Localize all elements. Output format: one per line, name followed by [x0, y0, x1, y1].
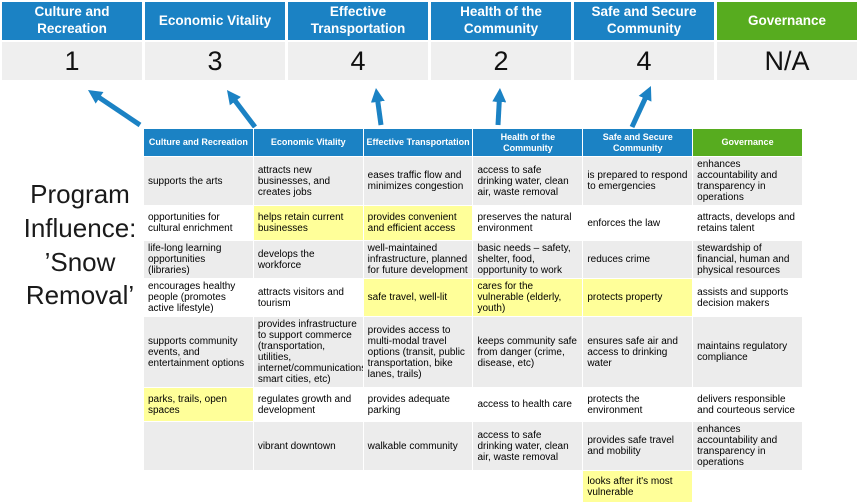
matrix-header-row: Culture and Recreation Economic Vitality E…: [144, 129, 802, 156]
matrix-cell-r2-c1: opportunities for cultural enrichment: [144, 206, 253, 240]
matrix-cell-r4-c3: safe travel, well-lit: [363, 279, 473, 316]
matrix-row-1: supports the arts attracts new businesses…: [144, 157, 802, 205]
arrow-up-icon-5: [629, 86, 652, 129]
scorecard-column-health-of-the-community: Health of the Community 2: [431, 2, 571, 80]
scorecard-column-governance: Governance N/A: [717, 2, 857, 80]
matrix-cell-r7-c6: enhances accountability and transparency…: [693, 422, 802, 470]
matrix-row-3: life-long learning opportunities (librar…: [144, 241, 802, 278]
matrix-cell-r3-c2: develops the workforce: [253, 241, 363, 278]
matrix-cell-r4-c1: encourages healthy people (promotes acti…: [144, 279, 253, 316]
matrix-cell-r2-c2: helps retain current businesses: [253, 206, 363, 240]
scorecard-score-culture-and-recreation: 1: [2, 42, 142, 80]
matrix-cell-r3-c4: basic needs – safety, shelter, food, opp…: [473, 241, 583, 278]
scorecard-column-safe-and-secure-community: Safe and Secure Community 4: [574, 2, 714, 80]
matrix-cell-r8-c3: [363, 471, 473, 502]
matrix-cell-r7-c5: provides safe travel and mobility: [583, 422, 693, 470]
matrix-cell-r6-c3: provides adequate parking: [363, 388, 473, 421]
matrix-cell-r3-c1: life-long learning opportunities (librar…: [144, 241, 253, 278]
matrix-cell-r1-c6: enhances accountability and transparency…: [693, 157, 802, 205]
matrix-cell-r8-c2: [253, 471, 363, 502]
matrix-header-health-of-the-community: Health of the Community: [473, 129, 583, 156]
matrix-cell-r8-c4: [473, 471, 583, 502]
matrix-header-economic-vitality: Economic Vitality: [253, 129, 363, 156]
matrix-row-2: opportunities for cultural enrichment hel…: [144, 206, 802, 240]
matrix-cell-r3-c5: reduces crime: [583, 241, 693, 278]
matrix-cell-r3-c6: stewardship of financial, human and phys…: [693, 241, 802, 278]
scorecard-header-governance: Governance: [717, 2, 857, 40]
program-influence-label: Program Influence: ’Snow Removal’: [23, 179, 137, 311]
matrix-cell-r5-c4: keeps community safe from danger (crime,…: [473, 317, 583, 387]
matrix-header-effective-transportation: Effective Transportation: [363, 129, 473, 156]
matrix-row-7: vibrant downtown walkable community access…: [144, 422, 802, 470]
matrix-cell-r2-c3: provides convenient and efficient access: [363, 206, 473, 240]
matrix-cell-r2-c5: enforces the law: [583, 206, 693, 240]
matrix-cell-r6-c4: access to health care: [473, 388, 583, 421]
matrix-cell-r4-c5: protects property: [583, 279, 693, 316]
matrix-cell-r5-c3: provides access to multi-modal travel op…: [363, 317, 473, 387]
matrix-row-8: looks after it's most vulnerable: [144, 471, 802, 502]
matrix-cell-r7-c4: access to safe drinking water, clean air…: [473, 422, 583, 470]
matrix-cell-r6-c1: parks, trails, open spaces: [144, 388, 253, 421]
arrow-up-icon-2: [226, 90, 257, 129]
matrix-cell-r4-c4: cares for the vulnerable (elderly, youth…: [473, 279, 583, 316]
matrix-row-5: supports community events, and entertain…: [144, 317, 802, 387]
matrix-cell-r2-c4: preserves the natural environment: [473, 206, 583, 240]
matrix-cell-r3-c3: well-maintained infrastructure, planned …: [363, 241, 473, 278]
scorecard-score-health-of-the-community: 2: [431, 42, 571, 80]
priority-matrix-table: Culture and Recreation Economic Vitality E…: [143, 128, 803, 503]
scorecard-header-health-of-the-community: Health of the Community: [431, 2, 571, 40]
scorecard-score-economic-vitality: 3: [145, 42, 285, 80]
scorecard-header-effective-transportation: Effective Transportation: [288, 2, 428, 40]
arrow-up-icon-3: [370, 87, 385, 126]
matrix-cell-r8-c6: [693, 471, 802, 502]
matrix-cell-r5-c5: ensures safe air and access to drinking …: [583, 317, 693, 387]
matrix-cell-r1-c2: attracts new businesses, and creates job…: [253, 157, 363, 205]
matrix-cell-r8-c1: [144, 471, 253, 502]
matrix-cell-r5-c6: maintains regulatory compliance: [693, 317, 802, 387]
scorecard-score-governance: N/A: [717, 42, 857, 80]
scorecard-header-safe-and-secure-community: Safe and Secure Community: [574, 2, 714, 40]
matrix-cell-r7-c1: [144, 422, 253, 470]
matrix-header-safe-and-secure-community: Safe and Secure Community: [583, 129, 693, 156]
scorecard-column-economic-vitality: Economic Vitality 3: [145, 2, 285, 80]
priority-matrix: Culture and Recreation Economic Vitality E…: [143, 128, 803, 503]
matrix-cell-r4-c2: attracts visitors and tourism: [253, 279, 363, 316]
matrix-cell-r1-c1: supports the arts: [144, 157, 253, 205]
matrix-cell-r4-c6: assists and supports decision makers: [693, 279, 802, 316]
scorecard-column-culture-and-recreation: Culture and Recreation 1: [2, 2, 142, 80]
matrix-cell-r5-c1: supports community events, and entertain…: [144, 317, 253, 387]
matrix-cell-r7-c3: walkable community: [363, 422, 473, 470]
scorecard-column-effective-transportation: Effective Transportation 4: [288, 2, 428, 80]
scorecard-header-culture-and-recreation: Culture and Recreation: [2, 2, 142, 40]
matrix-cell-r2-c6: attracts, develops and retains talent: [693, 206, 802, 240]
matrix-cell-r1-c4: access to safe drinking water, clean air…: [473, 157, 583, 205]
matrix-header-governance: Governance: [693, 129, 802, 156]
matrix-cell-r6-c5: protects the environment: [583, 388, 693, 421]
arrows: [87, 86, 652, 129]
matrix-cell-r1-c5: is prepared to respond to emergencies: [583, 157, 693, 205]
matrix-row-4: encourages healthy people (promotes acti…: [144, 279, 802, 316]
matrix-cell-r7-c2: vibrant downtown: [253, 422, 363, 470]
matrix-cell-r6-c2: regulates growth and development: [253, 388, 363, 421]
arrow-up-icon-1: [87, 89, 142, 128]
scorecard-score-safe-and-secure-community: 4: [574, 42, 714, 80]
matrix-cell-r1-c3: eases traffic flow and minimizes congest…: [363, 157, 473, 205]
matrix-cell-r6-c6: delivers responsible and courteous servi…: [693, 388, 802, 421]
matrix-cell-r5-c2: provides infrastructure to support comme…: [253, 317, 363, 387]
arrow-up-icon-4: [492, 88, 507, 126]
scorecard: Culture and Recreation 1 Economic Vitality…: [2, 2, 857, 80]
matrix-row-6: parks, trails, open spaces regulates grow…: [144, 388, 802, 421]
matrix-header-culture-and-recreation: Culture and Recreation: [144, 129, 253, 156]
scorecard-score-effective-transportation: 4: [288, 42, 428, 80]
matrix-cell-r8-c5: looks after it's most vulnerable: [583, 471, 693, 502]
scorecard-header-economic-vitality: Economic Vitality: [145, 2, 285, 40]
